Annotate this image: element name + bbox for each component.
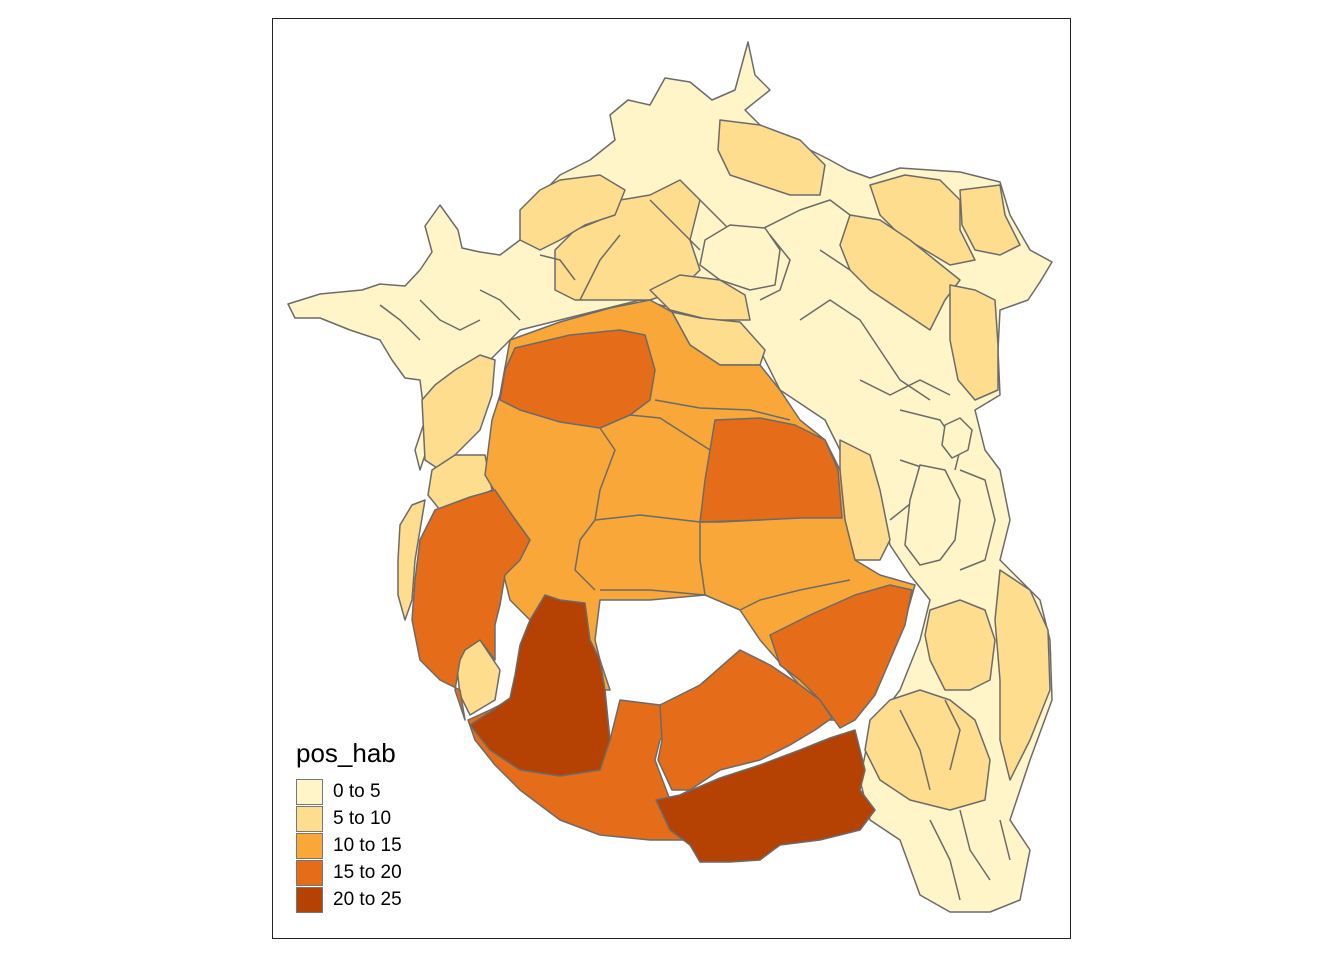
legend-label: 10 to 15 xyxy=(333,834,402,856)
legend-item: 10 to 15 xyxy=(296,832,402,859)
region[interactable] xyxy=(904,464,961,566)
legend-label: 5 to 10 xyxy=(333,807,392,829)
region[interactable] xyxy=(769,584,913,729)
legend-item: 15 to 20 xyxy=(296,859,402,886)
legend-item: 0 to 5 xyxy=(296,778,402,805)
region[interactable] xyxy=(924,599,996,691)
region[interactable] xyxy=(717,119,826,196)
region[interactable] xyxy=(657,649,833,791)
region[interactable] xyxy=(864,689,991,811)
region[interactable] xyxy=(839,214,961,331)
region-boundary xyxy=(574,399,851,611)
region[interactable] xyxy=(699,224,781,291)
region[interactable] xyxy=(519,174,626,251)
legend-label: 20 to 25 xyxy=(333,888,402,910)
legend-title: pos_hab xyxy=(296,738,396,768)
region[interactable] xyxy=(397,499,426,621)
legend-label: 15 to 20 xyxy=(333,861,402,883)
map-legend: pos_hab 0 to 5 5 to 10 10 to 15 15 to 20… xyxy=(296,738,402,913)
region[interactable] xyxy=(699,417,843,523)
legend-label: 0 to 5 xyxy=(333,780,381,802)
legend-swatch xyxy=(296,886,323,913)
legend-swatch xyxy=(296,778,323,805)
legend-swatch xyxy=(296,859,323,886)
region[interactable] xyxy=(421,354,496,471)
legend-swatch xyxy=(296,832,323,859)
region[interactable] xyxy=(649,274,751,321)
region[interactable] xyxy=(994,569,1051,781)
legend-item: 5 to 10 xyxy=(296,805,402,832)
region[interactable] xyxy=(941,417,973,459)
region[interactable] xyxy=(655,729,876,863)
legend-item: 20 to 25 xyxy=(296,886,402,913)
region[interactable] xyxy=(949,284,999,401)
region[interactable] xyxy=(469,594,611,777)
region[interactable] xyxy=(411,489,531,721)
region[interactable] xyxy=(959,184,1021,256)
legend-swatch xyxy=(296,805,323,832)
